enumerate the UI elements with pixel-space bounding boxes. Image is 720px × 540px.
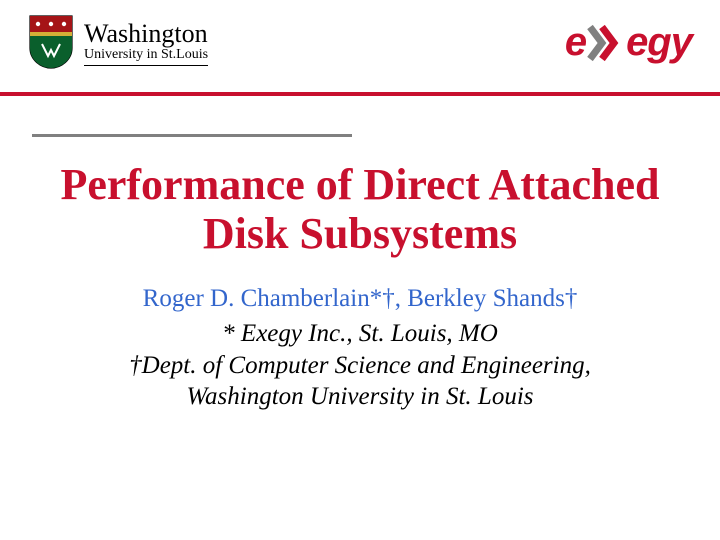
header: Washington University in St.Louis e egy [0,0,720,88]
washu-shield-icon [28,14,74,70]
exegy-logo: e egy [565,14,692,65]
slide-affiliation-2: †Dept. of Computer Science and Engineeri… [60,351,660,412]
washu-name-sub: University in St.Louis [84,48,208,62]
washu-logo: Washington University in St.Louis [28,14,208,70]
exegy-wordmark: e egy [565,20,692,65]
slide-authors: Roger D. Chamberlain*†, Berkley Shands† [60,285,660,313]
slide-title: Performance of Direct Attached Disk Subs… [60,160,660,259]
divider-gray [32,134,352,137]
slide-content: Performance of Direct Attached Disk Subs… [0,160,720,412]
washu-underline [84,65,208,66]
exegy-letter-e: e [565,20,586,65]
slide-affiliation-1: * Exegy Inc., St. Louis, MO [60,319,660,350]
exegy-letters-egy: egy [626,20,692,65]
washu-text: Washington University in St.Louis [84,19,208,66]
exegy-chevrons-icon [584,23,628,63]
washu-name-main: Washington [84,21,208,47]
divider-red [0,92,720,96]
